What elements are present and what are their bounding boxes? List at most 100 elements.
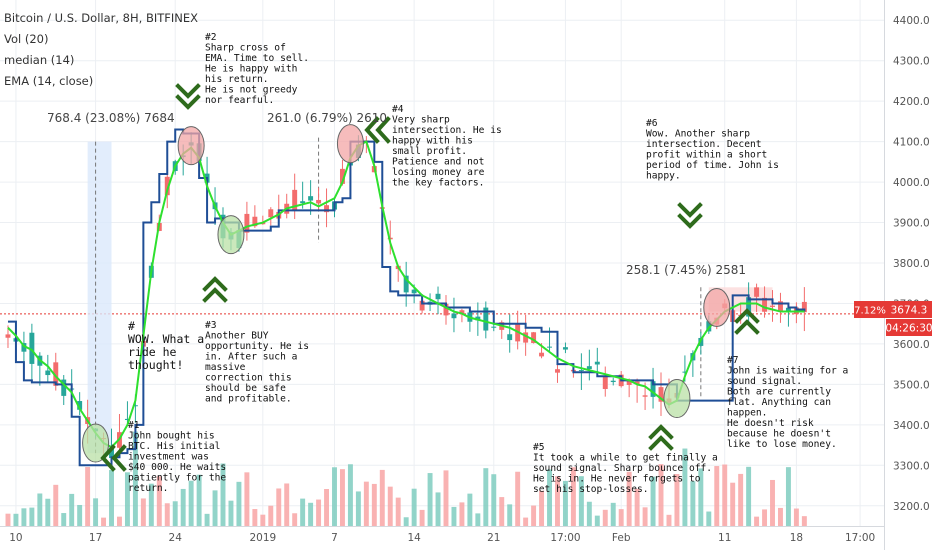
- volume-bar: [117, 516, 122, 526]
- note-line: Very sharp: [392, 115, 450, 126]
- x-tick-label: 24: [169, 532, 183, 544]
- volume-bar: [730, 482, 736, 526]
- volume-bar: [109, 470, 114, 526]
- volume-bar: [363, 481, 369, 526]
- volume-bar: [13, 513, 19, 526]
- note-line: in. After such a: [205, 352, 297, 363]
- note-line: He doesn't risk: [727, 418, 814, 429]
- candle-body: [451, 313, 457, 319]
- volume-bar: [419, 509, 425, 526]
- x-tick-label: 10: [9, 532, 22, 544]
- candle-body: [610, 380, 616, 383]
- x-tick-label: Feb: [612, 532, 631, 544]
- volume-bar: [610, 502, 616, 526]
- note-line: intersection. He is: [392, 125, 502, 136]
- note-line: #2: [205, 32, 217, 43]
- candle-body: [754, 287, 760, 297]
- y-tick-label: 3500.0: [893, 379, 930, 391]
- x-tick-label: 17: [89, 532, 102, 544]
- candle-body: [523, 332, 529, 343]
- volume-bar: [650, 476, 656, 526]
- measure-range-1: [87, 141, 112, 454]
- candle-body: [507, 334, 513, 341]
- chevron: [175, 94, 201, 110]
- volume-bar: [164, 503, 170, 526]
- note-line: WOW. What a: [128, 332, 204, 346]
- note-line: Both are currently: [727, 387, 831, 398]
- volume-bar: [101, 517, 107, 526]
- candle-body: [762, 297, 768, 312]
- volume-bar: [435, 492, 441, 526]
- signal-circle: [336, 124, 364, 164]
- candle-body: [594, 361, 600, 365]
- chevron: [202, 276, 228, 292]
- candle-body: [642, 395, 648, 397]
- median-line: [7, 128, 806, 467]
- percent-badge-text: 7.12%: [854, 306, 886, 317]
- note-line: like to lose money.: [727, 439, 837, 450]
- chevron: [375, 116, 391, 144]
- symbol-title[interactable]: Bitcoin / U.S. Dollar, 8H, BITFINEX: [4, 11, 198, 25]
- volume-bar: [539, 490, 545, 526]
- volume-bar: [284, 483, 290, 526]
- buy-arrow-1: [100, 444, 127, 472]
- x-tick-label: 18: [790, 532, 803, 544]
- volume-bar: [77, 504, 83, 526]
- note-line: opportunity. He is: [205, 341, 309, 352]
- x-tick-label: 7: [331, 532, 338, 544]
- signal-circles: [82, 124, 731, 463]
- volume-bar: [29, 507, 35, 526]
- indicator-median-label[interactable]: median (14): [4, 53, 74, 67]
- indicator-ema-label[interactable]: EMA (14, close): [4, 74, 93, 88]
- volume-bar: [547, 469, 552, 526]
- note-line: losing money are: [392, 167, 485, 178]
- note-line: return.: [128, 483, 168, 494]
- volume-bar: [379, 469, 385, 526]
- note-line: #3: [205, 320, 217, 331]
- candle-body: [403, 275, 409, 293]
- volume-bar: [698, 468, 704, 526]
- price-axis[interactable]: 3200.03300.03400.03500.03600.03700.03800…: [893, 15, 930, 513]
- volume-bar: [268, 505, 274, 526]
- note-line: intersection. Decent: [646, 139, 762, 150]
- note-line: #6: [646, 118, 658, 129]
- candle-body: [109, 448, 114, 459]
- candle-body: [268, 209, 274, 218]
- volume-bar: [45, 498, 51, 526]
- volume-bar: [37, 493, 43, 526]
- volume-bar: [746, 466, 752, 526]
- note-line: flat. Anything can: [727, 397, 831, 408]
- y-tick-label: 4400.0: [893, 15, 930, 27]
- signal-circle: [703, 288, 731, 328]
- y-tick-label: 3300.0: [893, 460, 930, 472]
- candle-body: [555, 369, 560, 373]
- volume-bar: [451, 506, 457, 526]
- time-axis[interactable]: 10 17 24 2019 7 14 21 17:00 Feb 11 18 17:00: [9, 532, 875, 544]
- indicator-vol-label[interactable]: Vol (20): [4, 32, 48, 46]
- note-line: massive: [205, 362, 246, 373]
- note-line: small profit.: [392, 146, 467, 157]
- measure-label-1: 768.4 (23.08%) 7684: [47, 111, 175, 125]
- volume-bar: [762, 509, 768, 526]
- candle-body: [547, 346, 552, 348]
- x-tick-label: 14: [407, 532, 421, 544]
- volume-bar: [467, 493, 473, 526]
- candle-body: [252, 216, 258, 227]
- volume-bar: [562, 480, 568, 526]
- candle-body: [5, 334, 11, 338]
- candle-body: [483, 307, 489, 331]
- note-line: Another BUY: [205, 331, 269, 342]
- volume-bar: [515, 471, 521, 526]
- chevron: [677, 213, 703, 229]
- volume-bar: [618, 509, 624, 526]
- volume-bar: [570, 467, 576, 526]
- note-line: Sharp cross of: [205, 43, 286, 54]
- volume-bar: [499, 497, 505, 526]
- signal-circle: [663, 379, 691, 419]
- volume-bar: [85, 467, 91, 526]
- x-tick-label: 17:00: [845, 532, 875, 544]
- signal-arrows: [100, 83, 760, 472]
- candle-body: [419, 300, 425, 311]
- volume-bar: [411, 488, 417, 526]
